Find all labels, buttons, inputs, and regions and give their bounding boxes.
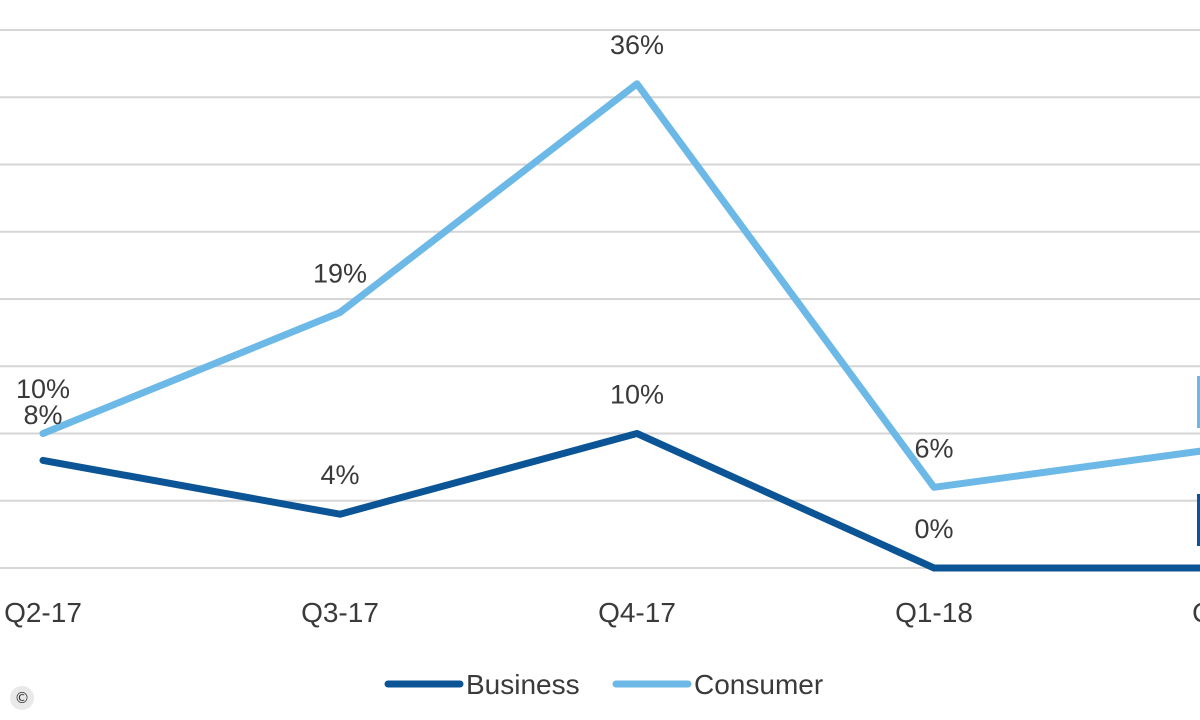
business-data-label: 10%: [610, 380, 664, 410]
business-data-label: 4%: [320, 460, 359, 490]
consumer-data-label: 6%: [914, 433, 953, 463]
x-axis-tick-labels: Q2-17 Q3-17 Q4-17 Q1-18 Q2-18: [4, 597, 1200, 628]
business-data-label: 0%: [914, 514, 953, 544]
business-legend-label: Business: [466, 669, 580, 700]
series-lines: [39, 80, 1200, 572]
x-tick-label: Q2-17: [4, 597, 82, 628]
legend: Business Consumer: [384, 669, 823, 700]
business-series-line: [39, 430, 1200, 572]
consumer-data-label: 19%: [313, 258, 367, 288]
data-labels: 8% 4% 10% 0% 10% 19% 36% 6%: [16, 30, 954, 544]
consumer-legend-label: Consumer: [694, 669, 823, 700]
x-tick-label: Q1-18: [895, 597, 973, 628]
business-data-label: 8%: [23, 400, 62, 430]
consumer-cut-off-label-edge: [1197, 376, 1200, 428]
x-tick-label: Q4-17: [598, 597, 676, 628]
consumer-series-line: [39, 80, 1200, 491]
business-cut-off-label-edge: [1197, 494, 1200, 546]
consumer-data-label: 36%: [610, 30, 664, 60]
copyright-icon: ©: [10, 686, 34, 710]
x-tick-label: Q3-17: [301, 597, 379, 628]
x-tick-label: Q2-18: [1192, 597, 1200, 628]
consumer-data-label: 10%: [16, 374, 70, 404]
